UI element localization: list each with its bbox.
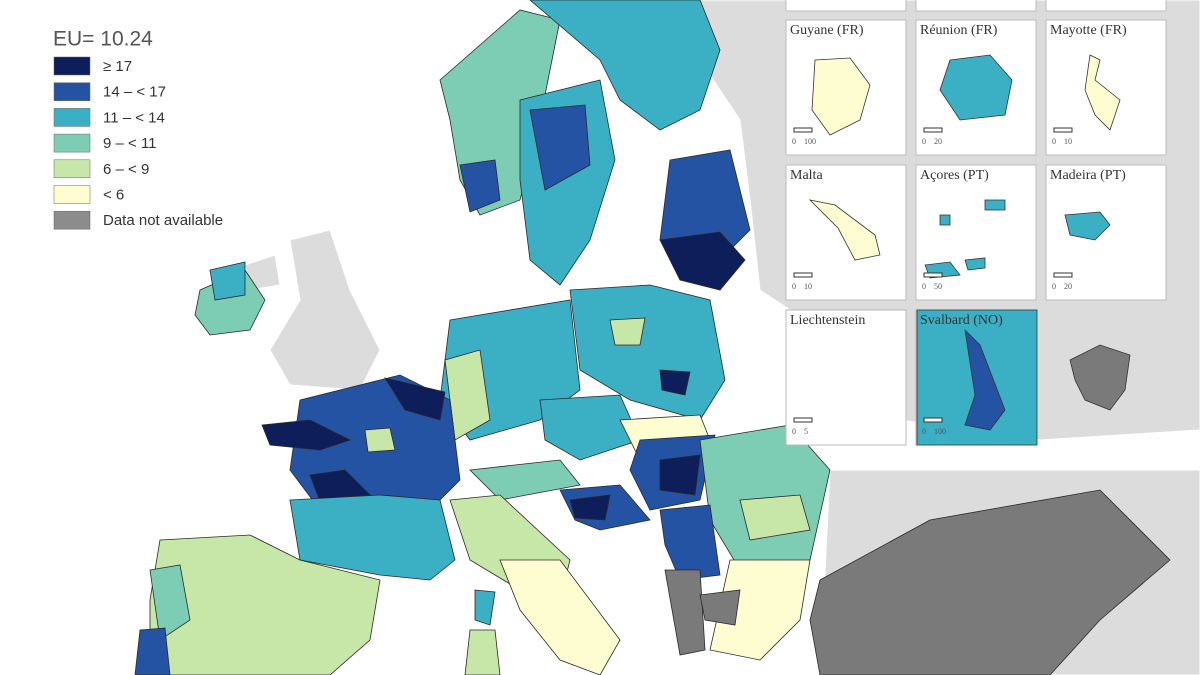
scale-end: 20 — [1064, 282, 1072, 291]
scale-end: 10 — [804, 282, 812, 291]
scale-bar — [793, 417, 813, 423]
inset-frame — [915, 164, 1037, 301]
scale-end: 100 — [804, 137, 816, 146]
scale-start: 0 — [1052, 282, 1056, 291]
scale-bar — [793, 127, 813, 133]
inset-label: Açores (PT) — [920, 168, 989, 183]
legend-label: 9 – < 11 — [103, 135, 157, 152]
legend-swatch — [53, 133, 91, 153]
scale-bar — [923, 272, 943, 278]
scale-start: 0 — [792, 427, 796, 436]
scale-start: 0 — [922, 282, 926, 291]
inset-label: Svalbard (NO) — [920, 313, 1003, 328]
inset-label: Liechtenstein — [790, 313, 865, 328]
legend: EU= 10.24 ≥ 17 14 – < 17 11 – < 14 9 – < 11… — [53, 28, 223, 230]
legend-swatch — [53, 210, 91, 230]
legend-label: 11 – < 14 — [103, 109, 165, 126]
scale-bar — [1053, 272, 1073, 278]
scale-bar — [1053, 127, 1073, 133]
inset-frame — [1045, 164, 1167, 301]
inset-label: Malta — [790, 168, 823, 183]
inset-label: Réunion (FR) — [920, 23, 998, 38]
scale-bar — [923, 417, 943, 423]
map-regions — [134, 0, 1171, 675]
legend-title: EU= 10.24 — [53, 28, 153, 51]
inset-frames-top — [785, 0, 1167, 12]
inset-shapes — [808, 54, 1131, 446]
scale-end: 10 — [1064, 137, 1072, 146]
scale-start: 0 — [792, 282, 796, 291]
legend-swatch — [53, 159, 91, 179]
legend-label: 14 – < 17 — [103, 84, 166, 101]
scale-end: 50 — [934, 282, 942, 291]
legend-swatch — [53, 56, 91, 76]
scale-end: 5 — [804, 427, 808, 436]
legend-label: 6 – < 9 — [103, 161, 149, 178]
legend-swatch — [53, 108, 91, 127]
scale-bar — [793, 272, 813, 278]
inset-label: Mayotte (FR) — [1050, 23, 1127, 38]
inset-frame — [1045, 19, 1167, 156]
legend-label: Data not available — [103, 212, 223, 229]
scale-start: 0 — [792, 137, 796, 146]
scale-bar — [923, 127, 943, 133]
legend-label: < 6 — [103, 186, 124, 203]
scale-start: 0 — [922, 427, 926, 436]
inset-label: Guyane (FR) — [790, 23, 864, 38]
legend-swatch — [53, 185, 91, 204]
scale-end: 20 — [934, 137, 942, 146]
inset-frame — [785, 309, 907, 446]
legend-label: ≥ 17 — [103, 58, 132, 75]
scale-start: 0 — [922, 137, 926, 146]
legend-swatch — [53, 82, 91, 101]
scale-end: 100 — [934, 427, 946, 436]
inset-label: Madeira (PT) — [1050, 168, 1126, 183]
scale-start: 0 — [1052, 137, 1056, 146]
